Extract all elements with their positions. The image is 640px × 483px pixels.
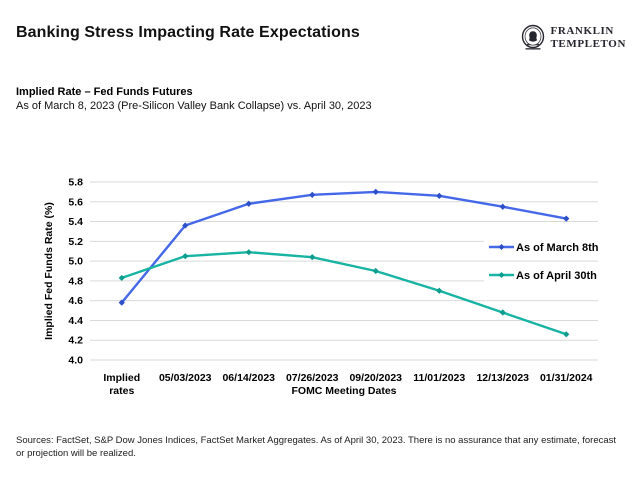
- data-point-marker: [309, 191, 316, 198]
- y-tick-label: 4.8: [68, 275, 83, 287]
- data-point-marker: [372, 267, 379, 275]
- data-point-marker: [118, 274, 125, 282]
- y-tick-label: 4.6: [68, 295, 83, 307]
- page-title: Banking Stress Impacting Rate Expectatio…: [16, 24, 360, 41]
- logo-line-2: TEMPLETON: [550, 38, 626, 50]
- data-point-marker: [372, 188, 379, 195]
- chart-title: Implied Rate – Fed Funds Futures: [16, 86, 193, 98]
- x-tick-label: rates: [109, 385, 134, 397]
- x-tick-label: Implied: [103, 372, 140, 384]
- data-point-marker: [436, 287, 443, 294]
- x-tick-label: 12/13/2023: [476, 372, 529, 384]
- series-line-1: [120, 251, 568, 336]
- y-tick-label: 4.0: [68, 355, 83, 367]
- x-tick-label: 01/31/2024: [540, 372, 593, 384]
- x-tick-label: 09/20/2023: [349, 372, 402, 384]
- data-point-marker: [563, 331, 570, 338]
- data-point-marker: [499, 203, 506, 210]
- data-point-marker: [499, 309, 506, 316]
- series-line-0: [120, 190, 568, 304]
- x-tick-label: 06/14/2023: [222, 372, 275, 384]
- logo-text: FRANKLIN TEMPLETON: [551, 25, 627, 51]
- logo-line-1: FRANKLIN: [550, 25, 614, 38]
- data-point-marker: [245, 249, 252, 256]
- source-disclaimer: Sources: FactSet, S&P Dow Jones Indices,…: [16, 435, 617, 460]
- y-tick-label: 5.2: [68, 236, 83, 248]
- data-point-marker: [118, 299, 125, 306]
- chart-subtitle: As of March 8, 2023 (Pre-Silicon Valley …: [16, 100, 372, 112]
- x-tick-label: 05/03/2023: [159, 372, 212, 384]
- legend-marker: [498, 272, 505, 278]
- x-tick-label: 11/01/2023: [413, 372, 465, 384]
- x-tick-label: 07/26/2023: [286, 372, 339, 384]
- legend-bg: [484, 266, 602, 284]
- data-point-marker: [182, 222, 189, 229]
- y-tick-label: 5.6: [68, 196, 83, 208]
- y-tick-label: 5.0: [68, 256, 83, 268]
- x-axis-title: FOMC Meeting Dates: [291, 385, 396, 397]
- header: Banking Stress Impacting Rate Expectatio…: [16, 24, 626, 52]
- y-tick-label: 5.4: [68, 216, 83, 228]
- y-axis-title: Implied Fed Funds Rate (%): [43, 202, 55, 340]
- data-point-marker: [245, 200, 252, 207]
- data-point-marker: [563, 215, 570, 222]
- data-point-marker: [182, 253, 189, 260]
- y-tick-label: 4.2: [68, 335, 83, 347]
- franklin-head-icon: [521, 24, 544, 50]
- y-tick-label: 5.8: [68, 177, 83, 189]
- data-point-marker: [436, 192, 443, 199]
- franklin-templeton-logo: FRANKLIN TEMPLETON: [520, 24, 627, 52]
- fed-funds-futures-chart: 4.0 4.2 4.4 4.6 4.8 5.0 5.2 5.4 5.6 5.8 Impliedrat…: [43, 177, 602, 397]
- legend-marker: [498, 244, 505, 250]
- legend-bg: [484, 238, 602, 256]
- chart-header: Implied Rate – Fed Funds Futures As of M…: [16, 86, 372, 112]
- data-point-marker: [309, 254, 316, 261]
- legend-label: As of April 30th: [516, 270, 597, 282]
- legend-label: As of March 8th: [516, 242, 599, 254]
- y-tick-label: 4.4: [68, 315, 83, 327]
